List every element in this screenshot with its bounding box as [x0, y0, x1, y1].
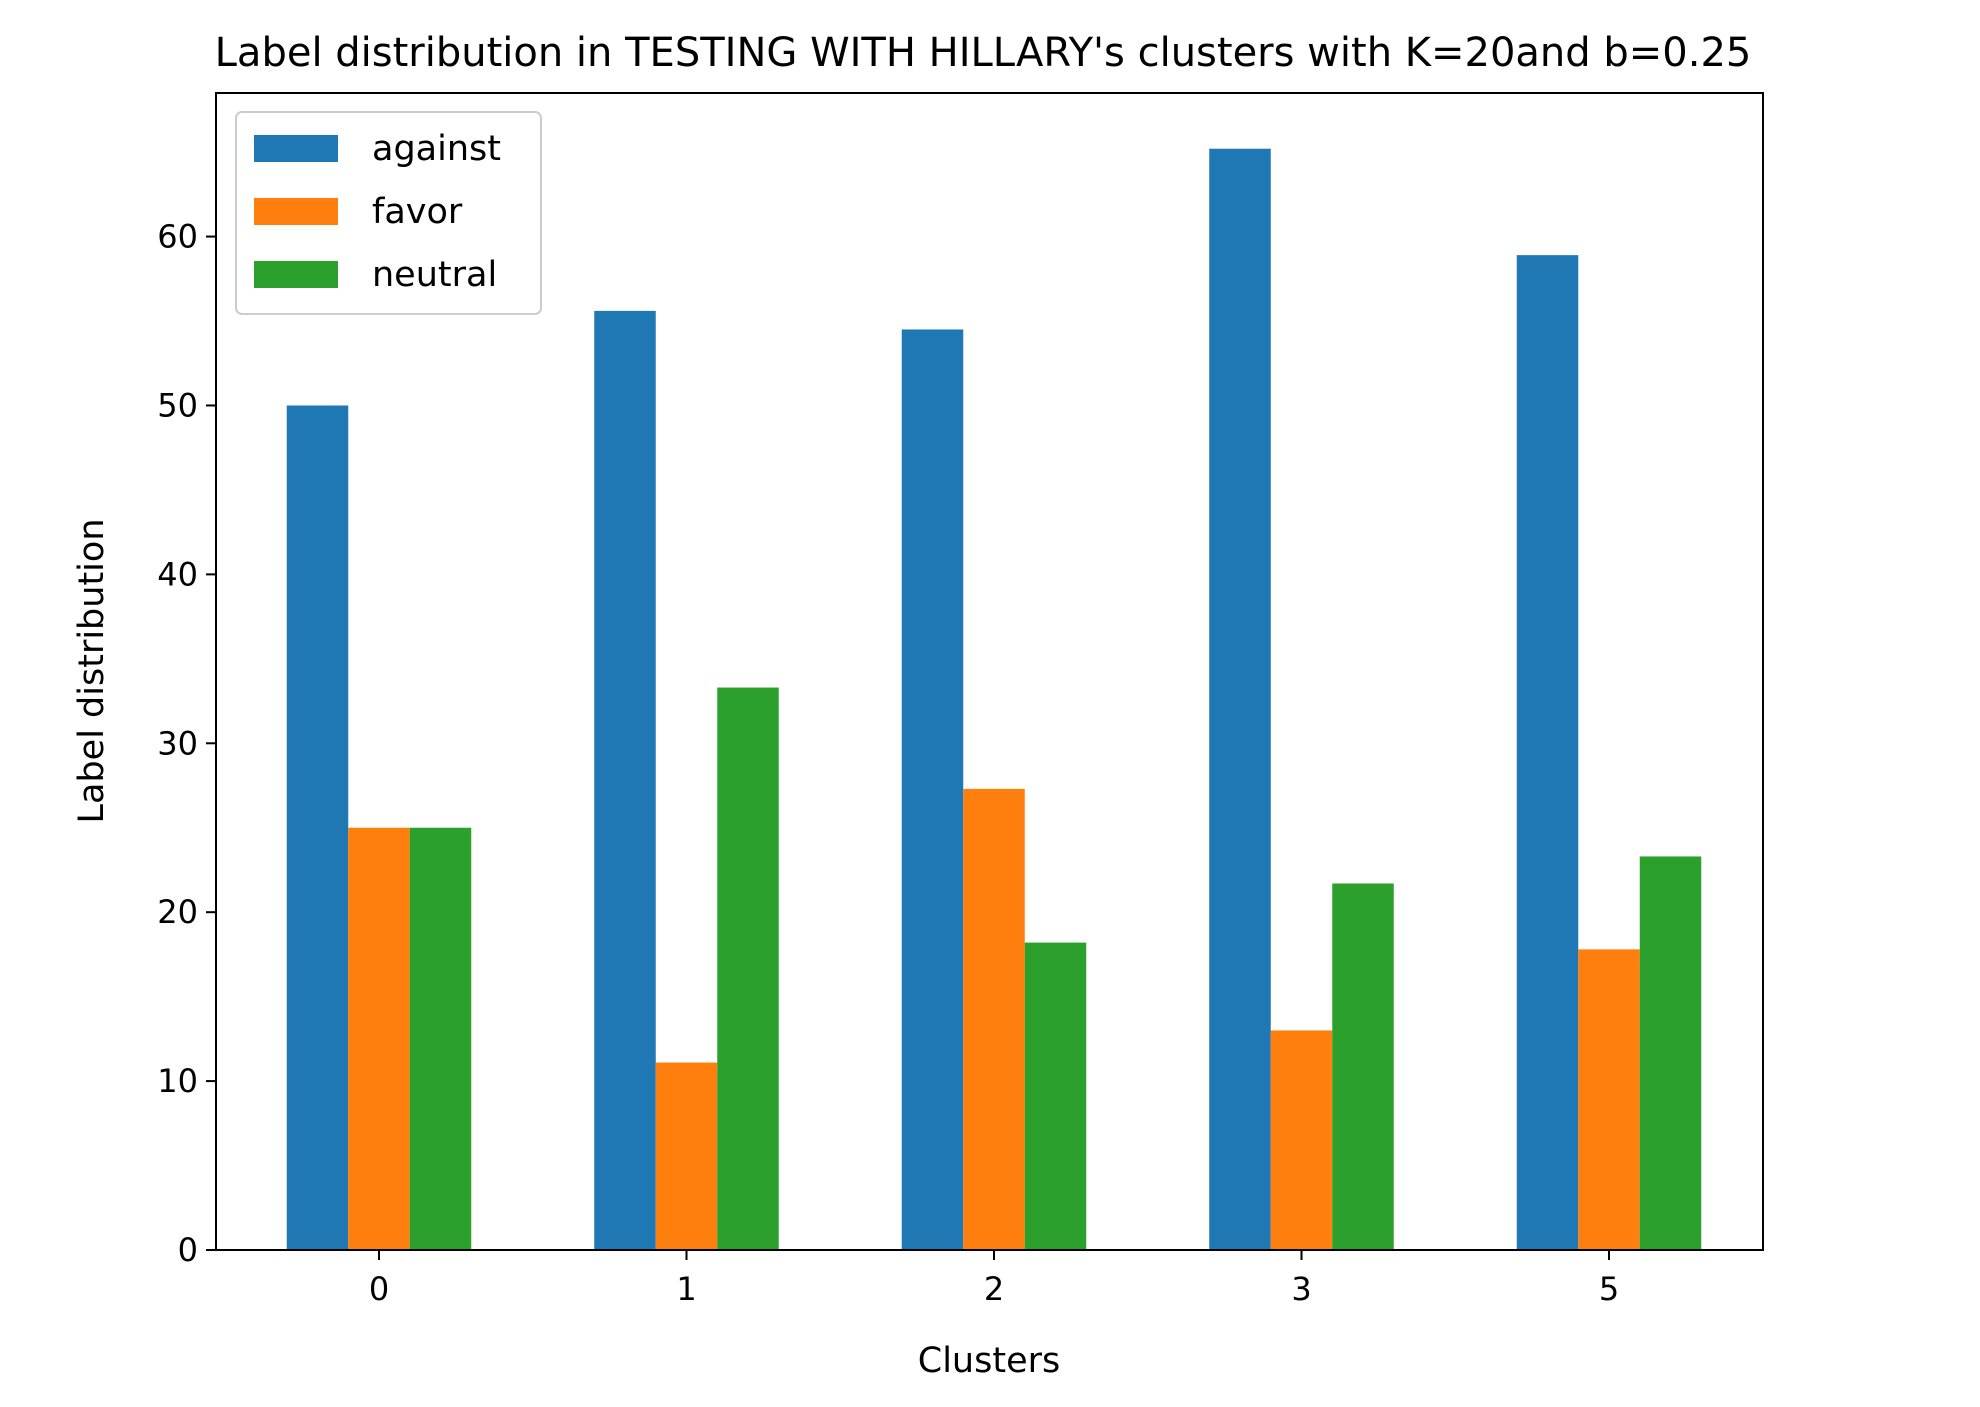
- x-tick-label: 5: [1599, 1270, 1619, 1308]
- legend-label-favor: favor: [372, 192, 463, 232]
- y-tick-label: 0: [178, 1231, 198, 1269]
- bar-against-1: [594, 310, 656, 1251]
- bar-favor-5: [1578, 949, 1640, 1250]
- x-tick-label: 1: [676, 1270, 696, 1308]
- x-tick-label: 3: [1291, 1270, 1311, 1308]
- y-tick-label: 20: [157, 893, 198, 931]
- x-tick-label: 0: [369, 1270, 389, 1308]
- legend-swatch-neutral: [254, 261, 338, 288]
- chart-title: Label distribution in TESTING WITH HILLA…: [215, 30, 1752, 76]
- legend-swatch-against: [254, 135, 338, 162]
- x-axis-label: Clusters: [918, 1341, 1060, 1381]
- bar-favor-0: [348, 827, 410, 1250]
- legend-swatch-favor: [254, 198, 338, 225]
- bar-neutral-1: [717, 687, 779, 1250]
- legend-label-against: against: [372, 129, 501, 169]
- bar-against-3: [1209, 148, 1271, 1251]
- y-tick-label: 50: [157, 386, 198, 424]
- bar-neutral-3: [1332, 883, 1394, 1250]
- bar-neutral-5: [1639, 856, 1702, 1250]
- y-tick-label: 30: [157, 724, 198, 762]
- bar-against-5: [1516, 255, 1579, 1250]
- bar-against-0: [286, 405, 349, 1250]
- bar-favor-2: [963, 788, 1025, 1250]
- x-tick-label: 2: [984, 1270, 1004, 1308]
- bar-against-2: [901, 329, 964, 1250]
- bar-neutral-2: [1024, 942, 1087, 1250]
- legend: against favor neutral: [235, 111, 542, 315]
- plot-frame: [215, 92, 1764, 1251]
- y-tick-label: 40: [157, 555, 198, 593]
- bar-favor-1: [655, 1062, 718, 1250]
- bar-neutral-0: [409, 827, 472, 1250]
- legend-label-neutral: neutral: [372, 255, 497, 295]
- y-tick-label: 10: [157, 1062, 198, 1100]
- y-axis-label: Label distribution: [72, 518, 112, 823]
- bar-favor-3: [1270, 1030, 1333, 1250]
- bars-group: [286, 148, 1702, 1251]
- y-tick-label: 60: [157, 218, 198, 256]
